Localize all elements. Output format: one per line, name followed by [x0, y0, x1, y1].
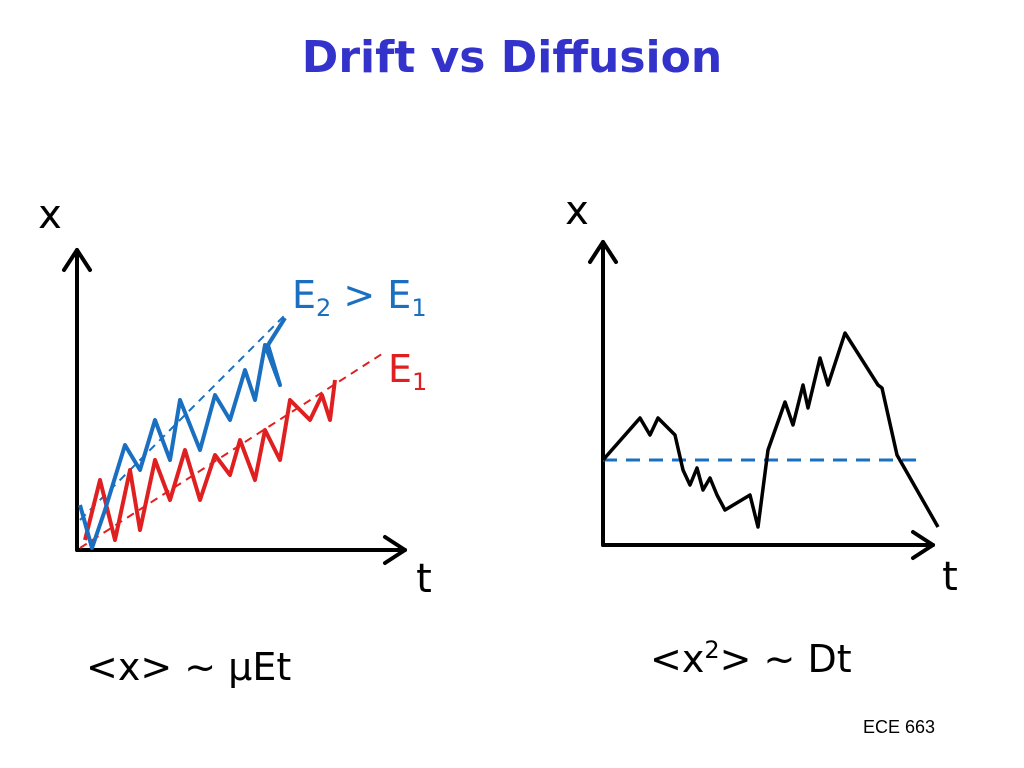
e1-label-part: E — [388, 347, 412, 391]
e2-label-part: E — [292, 273, 316, 317]
diffusion-formula: <x2> ~ Dt — [650, 636, 852, 681]
x-arrow — [911, 530, 935, 560]
walk-e1 — [83, 379, 337, 542]
e2-label-part: > E — [331, 273, 411, 317]
formula-part: > ~ Dt — [720, 637, 852, 681]
drift-formula: <x> ~ μEt — [86, 645, 291, 689]
formula-part: <x — [650, 637, 704, 681]
e2-label: E2 > E1 — [292, 273, 427, 322]
formula-sup: 2 — [704, 636, 719, 664]
e1-label-sub: 1 — [412, 368, 427, 396]
e2-label-sub: 2 — [316, 294, 331, 322]
diffusion-walk — [601, 331, 940, 529]
y-arrow — [588, 240, 618, 264]
drift-line-e1 — [79, 351, 386, 549]
walk-e2 — [78, 316, 287, 550]
y-axis-label: x — [38, 192, 62, 238]
slide-title: Drift vs Diffusion — [302, 32, 722, 83]
x-axis-label: t — [416, 556, 432, 602]
left-axes — [62, 248, 407, 565]
right-axes — [588, 240, 935, 560]
x-axis-label: t — [942, 554, 958, 600]
x-arrow — [383, 535, 407, 565]
e2-label-sub: 1 — [411, 294, 426, 322]
e1-label: E1 — [388, 347, 427, 396]
y-arrow — [62, 248, 92, 272]
footer: ECE 663 — [863, 717, 935, 737]
y-axis-label: x — [565, 188, 589, 234]
